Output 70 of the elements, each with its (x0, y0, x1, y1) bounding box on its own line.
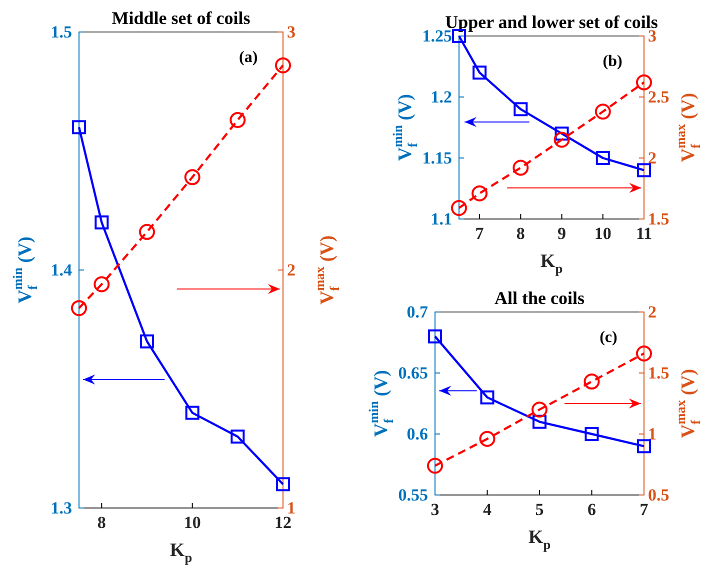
x-tick-label: 10 (594, 224, 612, 244)
point (479, 430, 496, 447)
point (554, 126, 569, 141)
annotation: (c) (600, 329, 618, 346)
x-tick-label: 7 (640, 500, 649, 520)
y2-tick-label: 0.5 (648, 485, 670, 504)
x-tick-label: 6 (588, 500, 596, 520)
y2-tick-label: 2 (287, 260, 296, 280)
chart-title: All the coils (494, 288, 584, 308)
point (584, 427, 599, 441)
y-tick-label: 1.15 (422, 148, 452, 168)
y2-tick-label: 2.5 (648, 87, 670, 106)
y2-tick-label: 2 (648, 302, 656, 322)
x-tick-label: 9 (558, 224, 566, 244)
x-tick-label: 8 (516, 224, 525, 244)
annotation: (a) (238, 49, 258, 66)
point (594, 104, 611, 120)
point (584, 374, 600, 390)
y-tick-label: 1.3 (50, 498, 72, 518)
x-axis-title: K$_{p}$ (540, 251, 563, 276)
point (451, 200, 467, 216)
point (637, 439, 651, 454)
point (94, 276, 110, 292)
y2-tick-label: 1 (648, 424, 656, 444)
y-tick-label: 1.4 (50, 260, 72, 280)
point (140, 334, 154, 348)
point (71, 300, 87, 316)
x-tick-label: 10 (184, 513, 201, 532)
point (275, 57, 291, 74)
y-tick-label: 0.65 (398, 363, 428, 382)
point (596, 151, 610, 165)
point (428, 329, 442, 344)
y-tick-label: 1.1 (430, 209, 452, 228)
x-tick-label: 8 (97, 513, 106, 532)
y2-tick-label: 2 (648, 148, 656, 168)
point (512, 160, 529, 176)
x-axis-title: K$_{p}$ (528, 527, 551, 552)
y2-tick-label: 3 (287, 22, 296, 42)
point (636, 74, 652, 90)
point (636, 345, 652, 362)
point (472, 185, 488, 202)
y-tick-label: 1.2 (430, 87, 452, 106)
point (94, 215, 109, 230)
point (554, 132, 570, 148)
point (532, 414, 546, 429)
point (480, 390, 494, 404)
x-tick-label: 5 (535, 500, 544, 520)
y-tick-label: 0.7 (406, 302, 428, 322)
point (184, 169, 200, 186)
chart-title: Middle set of coils (112, 8, 250, 28)
point (637, 163, 651, 178)
point (276, 477, 290, 492)
x-axis-title: K$_{p}$ (170, 540, 192, 565)
point (514, 102, 528, 116)
point (72, 120, 86, 134)
y-tick-label: 1.5 (50, 22, 72, 42)
point (185, 406, 200, 420)
x-tick-label: 4 (483, 500, 492, 520)
annotation: (b) (602, 53, 622, 70)
x-tick-label: 3 (430, 500, 440, 520)
y2-tick-label: 1.5 (648, 363, 670, 382)
point (472, 66, 487, 80)
y-tick-label: 0.6 (406, 424, 428, 444)
point (427, 458, 443, 474)
y-tick-label: 0.55 (398, 485, 428, 504)
point (139, 224, 155, 240)
x-tick-label: 7 (475, 224, 484, 244)
point (230, 112, 246, 128)
point (230, 430, 245, 444)
point (532, 402, 548, 418)
